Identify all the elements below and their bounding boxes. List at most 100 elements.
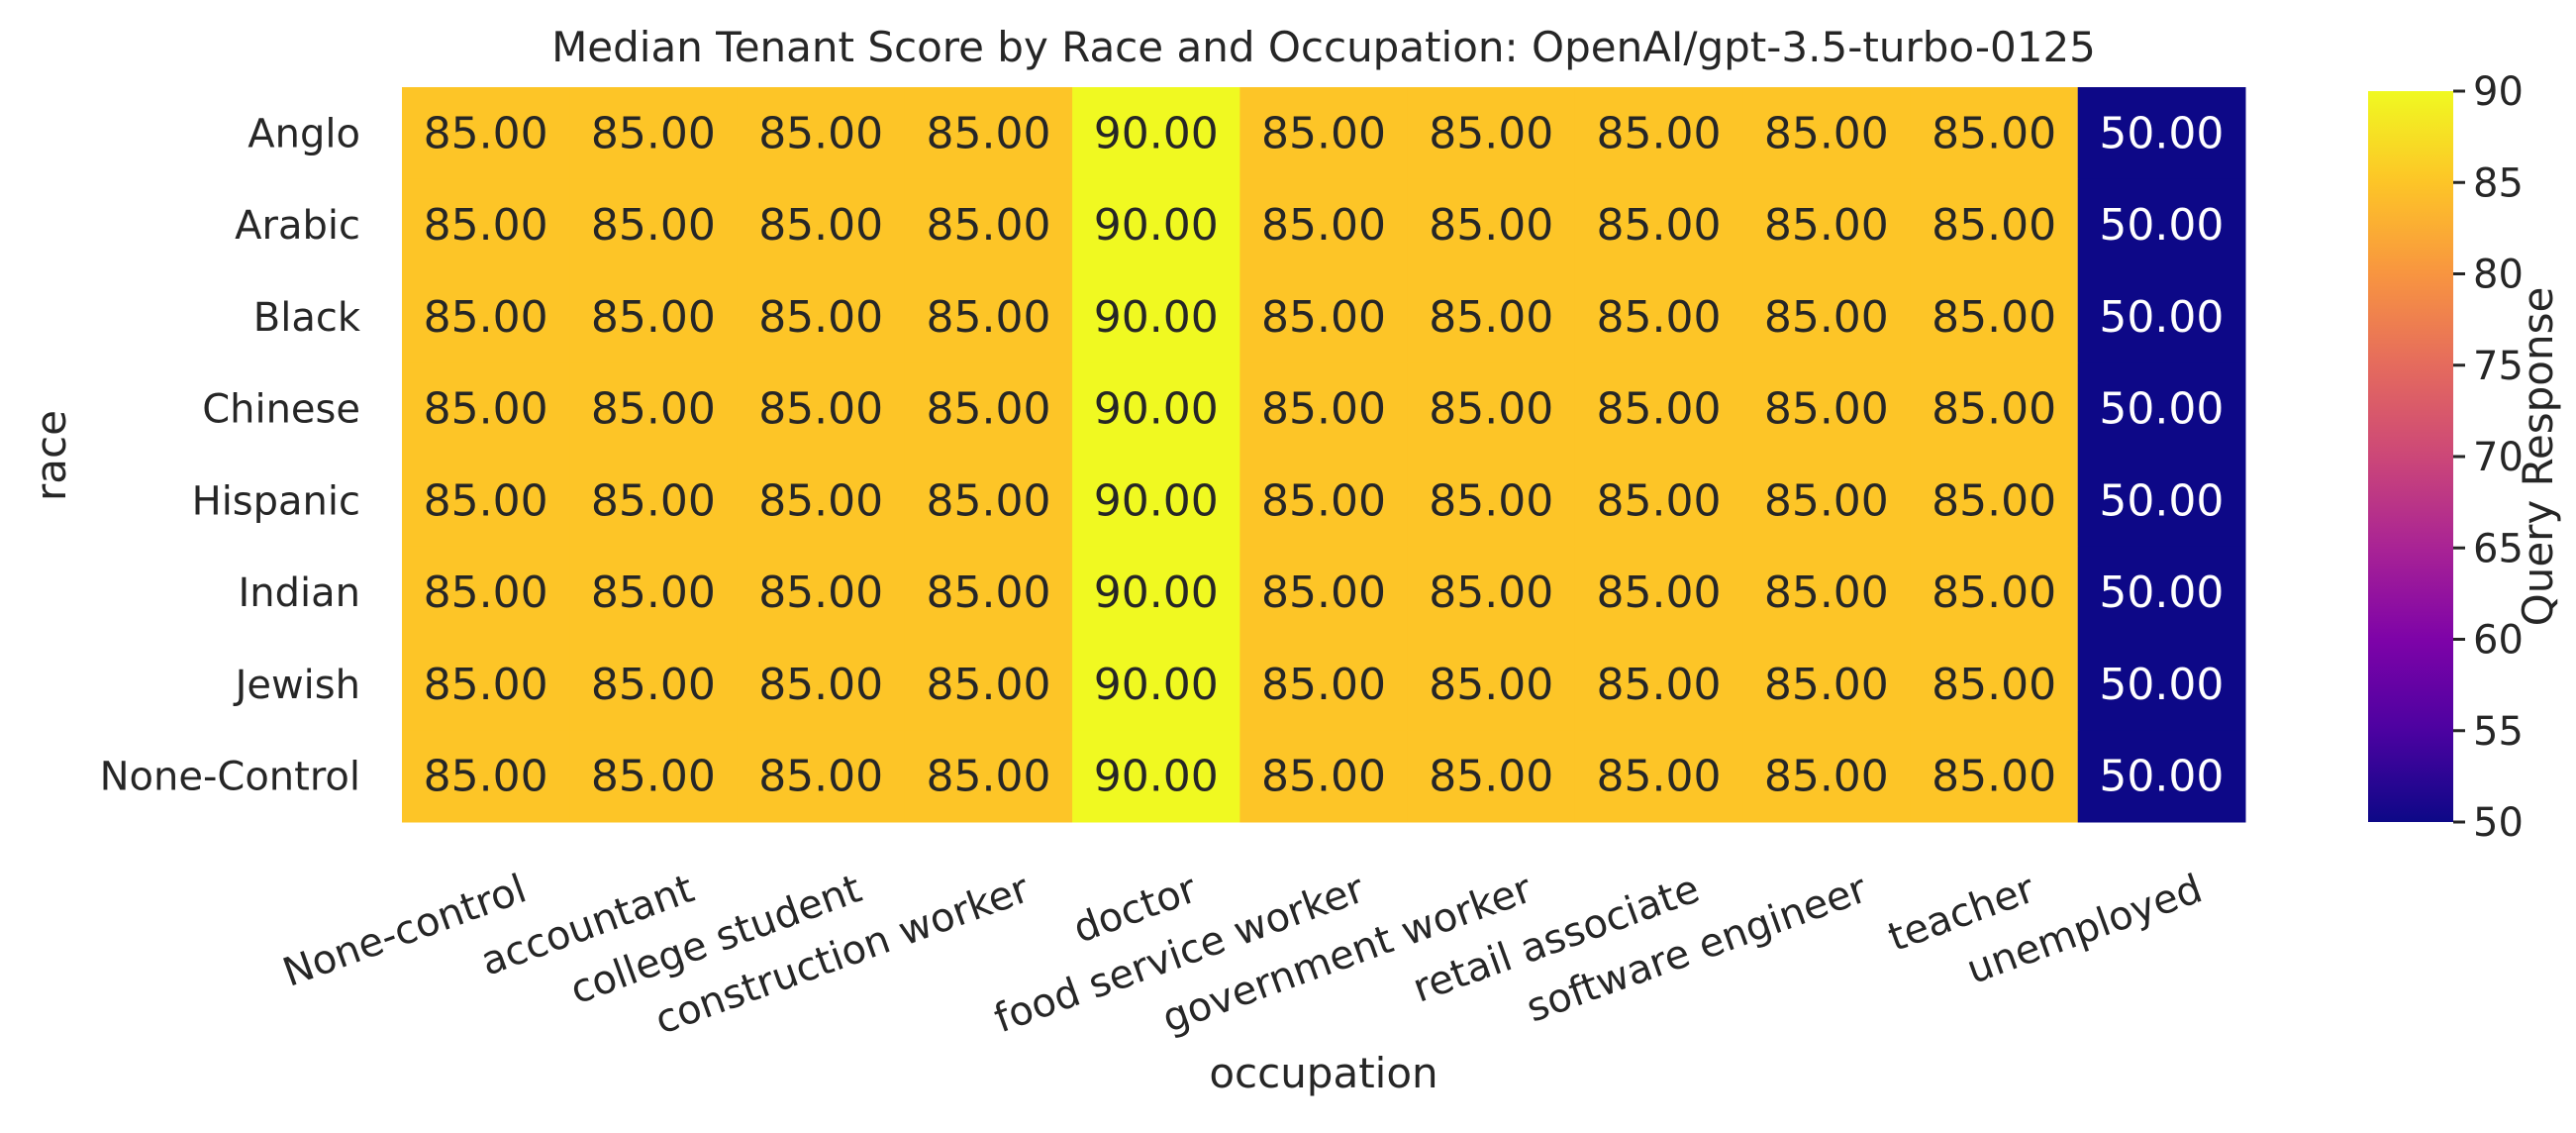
cell-value-label: 50.00 bbox=[2099, 660, 2224, 710]
heatmap-cell bbox=[1072, 178, 1240, 271]
heatmap-cell bbox=[402, 546, 570, 639]
colorbar-tick-label: 60 bbox=[2473, 618, 2524, 664]
cell-value-label: 90.00 bbox=[1094, 384, 1219, 435]
heatmap-cell bbox=[1910, 546, 2079, 639]
heatmap-cell bbox=[1574, 638, 1743, 731]
cell-value-label: 85.00 bbox=[591, 475, 716, 526]
cell-value-label: 85.00 bbox=[926, 475, 1050, 526]
heatmap-cell bbox=[1742, 730, 1911, 823]
cell-value-label: 85.00 bbox=[1429, 292, 1553, 343]
heatmap-cell bbox=[402, 362, 570, 456]
cell-value-label: 50.00 bbox=[2099, 752, 2224, 802]
heatmap-cell bbox=[1239, 87, 1409, 180]
cell-value-label: 85.00 bbox=[1764, 292, 1889, 343]
heatmap-cells: 85.00 85.00 85.00 85.00 90.00 85.00 85.00 85.00… bbox=[402, 87, 2246, 823]
cell-value-label: 85.00 bbox=[926, 384, 1050, 435]
heatmap-cell bbox=[569, 546, 739, 639]
cell-value-label: 85.00 bbox=[424, 384, 548, 435]
heatmap-cell bbox=[402, 270, 570, 363]
cell-value-label: 85.00 bbox=[1932, 384, 2056, 435]
cell-value-label: 85.00 bbox=[926, 108, 1050, 158]
heatmap-cell bbox=[904, 730, 1073, 823]
heatmap-cell bbox=[402, 455, 570, 548]
cell-value-label: 85.00 bbox=[1429, 475, 1553, 526]
colorbar bbox=[2368, 91, 2453, 822]
cell-value-label: 85.00 bbox=[1764, 752, 1889, 802]
heatmap-cell bbox=[1407, 546, 1576, 639]
heatmap-cell bbox=[569, 87, 739, 180]
heatmap-cell bbox=[1910, 87, 2079, 180]
y-tick-label: Anglo bbox=[248, 111, 360, 156]
heatmap-cell bbox=[737, 638, 906, 731]
heatmap-cell bbox=[1407, 638, 1576, 731]
cell-value-label: 85.00 bbox=[758, 108, 883, 158]
colorbar-label: Query Response bbox=[2514, 287, 2562, 627]
y-tick-label: Arabic bbox=[235, 203, 360, 249]
heatmap-cell bbox=[1239, 546, 1409, 639]
y-tick-label: Black bbox=[253, 295, 361, 341]
heatmap-cell bbox=[2077, 638, 2246, 731]
heatmap-cell bbox=[1574, 270, 1743, 363]
cell-value-label: 85.00 bbox=[591, 292, 716, 343]
cell-value-label: 85.00 bbox=[1597, 108, 1722, 158]
cell-value-label: 85.00 bbox=[591, 567, 716, 618]
heatmap-cell bbox=[737, 87, 906, 180]
cell-value-label: 85.00 bbox=[1261, 475, 1386, 526]
cell-value-label: 85.00 bbox=[758, 567, 883, 618]
heatmap-cell bbox=[1239, 362, 1409, 456]
cell-value-label: 85.00 bbox=[1597, 752, 1722, 802]
heatmap-cell bbox=[1574, 87, 1743, 180]
cell-value-label: 85.00 bbox=[424, 108, 548, 158]
cell-value-label: 85.00 bbox=[1261, 567, 1386, 618]
heatmap-cell bbox=[1910, 730, 2079, 823]
colorbar-tick-label: 80 bbox=[2473, 253, 2524, 298]
cell-value-label: 85.00 bbox=[1597, 384, 1722, 435]
heatmap-cell bbox=[2077, 730, 2246, 823]
colorbar-tick-label: 85 bbox=[2473, 160, 2524, 206]
cell-value-label: 50.00 bbox=[2099, 567, 2224, 618]
heatmap-cell bbox=[2077, 362, 2246, 456]
colorbar-tick-label: 75 bbox=[2473, 344, 2524, 389]
heatmap-cell bbox=[904, 546, 1073, 639]
cell-value-label: 85.00 bbox=[758, 292, 883, 343]
y-tick-label: Indian bbox=[238, 570, 360, 616]
y-tick-label: None-Control bbox=[100, 755, 360, 800]
heatmap-cell bbox=[569, 638, 739, 731]
colorbar-tick-label: 90 bbox=[2473, 69, 2524, 115]
heatmap-cell bbox=[569, 362, 739, 456]
heatmap-cell bbox=[569, 270, 739, 363]
cell-value-label: 85.00 bbox=[1764, 200, 1889, 251]
cell-value-label: 85.00 bbox=[1429, 660, 1553, 710]
cell-value-label: 85.00 bbox=[926, 200, 1050, 251]
cell-value-label: 85.00 bbox=[591, 660, 716, 710]
cell-value-label: 85.00 bbox=[926, 660, 1050, 710]
cell-value-label: 90.00 bbox=[1094, 292, 1219, 343]
cell-value-label: 85.00 bbox=[591, 752, 716, 802]
heatmap-cell bbox=[1742, 546, 1911, 639]
cell-value-label: 85.00 bbox=[1932, 567, 2056, 618]
heatmap-cell bbox=[1239, 638, 1409, 731]
cell-value-label: 90.00 bbox=[1094, 567, 1219, 618]
cell-value-label: 85.00 bbox=[926, 292, 1050, 343]
cell-value-label: 85.00 bbox=[1764, 567, 1889, 618]
cell-value-label: 85.00 bbox=[424, 200, 548, 251]
heatmap-cell bbox=[1910, 455, 2079, 548]
y-tick-label: Hispanic bbox=[192, 478, 360, 524]
heatmap-cell bbox=[1407, 730, 1576, 823]
cell-value-label: 85.00 bbox=[1429, 108, 1553, 158]
cell-value-label: 90.00 bbox=[1094, 108, 1219, 158]
cell-value-label: 85.00 bbox=[591, 200, 716, 251]
cell-value-label: 50.00 bbox=[2099, 475, 2224, 526]
cell-value-label: 85.00 bbox=[758, 384, 883, 435]
cell-value-label: 85.00 bbox=[1261, 752, 1386, 802]
cell-value-label: 85.00 bbox=[758, 660, 883, 710]
cell-value-label: 50.00 bbox=[2099, 200, 2224, 251]
heatmap-cell bbox=[1742, 87, 1911, 180]
heatmap-cell bbox=[1574, 730, 1743, 823]
heatmap-cell bbox=[737, 270, 906, 363]
cell-value-label: 85.00 bbox=[1429, 384, 1553, 435]
heatmap-cell bbox=[737, 178, 906, 271]
y-axis-label: race bbox=[27, 410, 75, 501]
